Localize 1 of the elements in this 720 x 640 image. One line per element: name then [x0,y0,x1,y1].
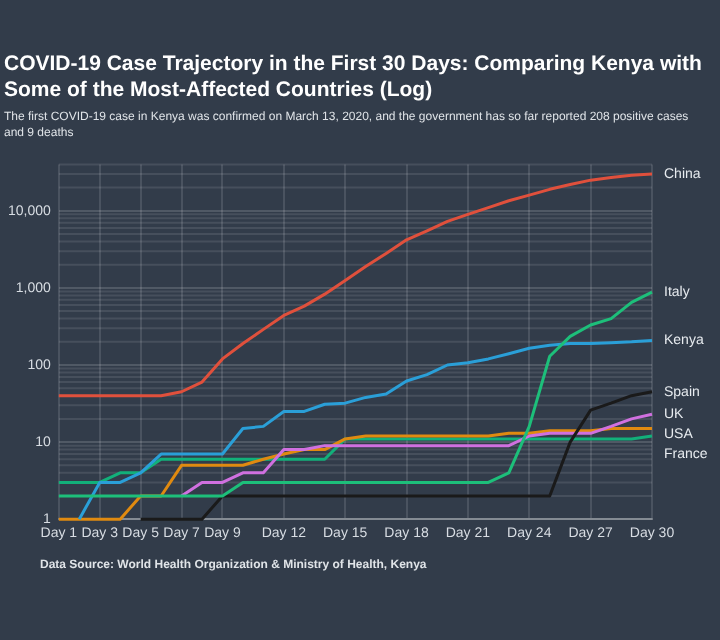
chart-title: COVID-19 Case Trajectory in the First 30 Days: Comparing Kenya with Some of the Most-Affected Countries (Log) [4,52,704,104]
